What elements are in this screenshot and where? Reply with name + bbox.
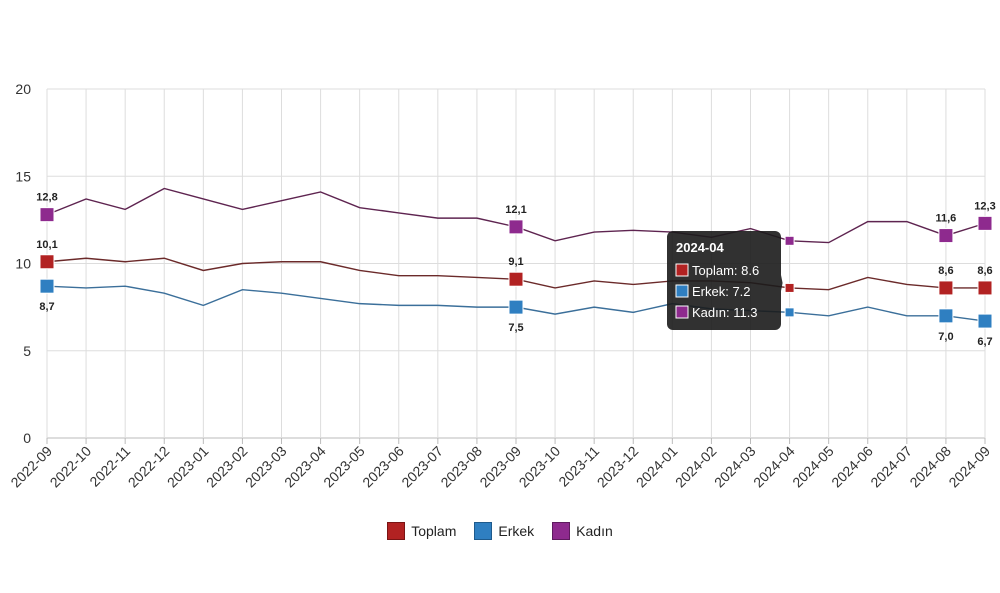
tooltip-caret [781,275,783,291]
data-point-erkek [39,278,55,294]
legend-item-kadin[interactable]: Kadın [552,522,613,540]
x-tick-label: 2023-11 [555,443,602,490]
tooltip-swatch [675,305,689,319]
data-label-erkek: 8,7 [39,301,54,313]
tooltip-box [667,231,781,330]
legend: Toplam Erkek Kadın [0,522,1000,540]
legend-label-erkek: Erkek [498,523,535,539]
x-tick-label: 2023-04 [281,443,329,491]
x-tick-label: 2024-08 [906,443,954,491]
tooltip-swatch [675,263,689,277]
tooltip-line: Kadın: 11.3 [692,305,758,320]
data-point-toplam [977,280,993,296]
grid [46,88,986,444]
tooltip-line: Toplam: 8.6 [692,263,759,278]
data-label-toplam: 10,1 [36,239,57,251]
y-tick-label: 15 [15,168,31,184]
x-tick-label: 2023-07 [398,443,446,491]
data-point-kad-n [39,207,55,223]
data-point-toplam [39,254,55,270]
data-label-kad-n: 12,3 [974,200,995,212]
x-tick-label: 2023-06 [359,443,407,491]
data-label-toplam: 9,1 [508,256,523,268]
legend-item-erkek[interactable]: Erkek [474,522,534,540]
data-point-erkek [938,308,954,324]
data-label-erkek: 6,7 [977,336,992,348]
data-point-toplam [784,282,795,293]
data-point-kad-n [977,215,993,231]
data-label-toplam: 8,6 [977,265,992,277]
y-tick-label: 0 [23,430,31,446]
data-point-erkek [977,313,993,329]
x-tick-label: 2022-12 [125,443,173,491]
legend-swatch-toplam [387,522,406,540]
y-axis: 0 5 10 15 20 [15,81,31,446]
series-markers [39,207,993,329]
x-tick-label: 2024-06 [828,443,876,491]
legend-item-toplam[interactable]: Toplam [387,522,456,540]
data-point-toplam [508,271,524,287]
legend-swatch-erkek [474,522,493,540]
data-label-kad-n: 12,1 [505,204,526,216]
y-tick-label: 10 [15,256,31,272]
x-tick-label: 2022-11 [86,443,133,490]
x-tick-label: 2023-05 [320,443,368,491]
x-tick-label: 2023-08 [437,443,485,491]
x-tick-label: 2024-09 [945,443,993,491]
x-tick-label: 2023-09 [476,443,524,491]
x-tick-label: 2023-01 [164,443,212,491]
data-label-kad-n: 12,8 [36,192,57,204]
x-tick-label: 2024-01 [633,443,681,491]
data-label-erkek: 7,5 [508,322,523,334]
tooltip-line: Erkek: 7.2 [692,284,751,299]
y-tick-label: 5 [23,343,31,359]
x-tick-label: 2023-12 [594,443,642,491]
x-tick-label: 2024-05 [789,443,837,491]
x-axis: 2022-092022-102022-112022-122023-012023-… [7,443,993,491]
y-tick-label: 20 [15,81,31,97]
legend-label-kadin: Kadın [576,523,613,539]
data-label-toplam: 8,6 [938,265,953,277]
x-tick-label: 2024-02 [672,443,720,491]
data-point-toplam [938,280,954,296]
data-point-erkek [508,299,524,315]
x-tick-label: 2022-09 [7,443,55,491]
data-label-erkek: 7,0 [938,331,953,343]
x-tick-label: 2023-03 [242,443,290,491]
legend-label-toplam: Toplam [411,523,457,539]
data-point-kad-n [784,235,795,246]
data-labels: 10,1 9,1 8,6 8,6 8,7 7,5 7,0 6,7 12,8 12,1 11,6 12,… [36,192,995,348]
data-point-erkek [784,307,795,318]
data-point-kad-n [508,219,524,235]
x-tick-label: 2022-10 [47,443,95,491]
data-point-kad-n [938,228,954,244]
x-tick-label: 2024-04 [750,443,798,491]
tooltip: 2024-04 Toplam: 8.6 Erkek: 7.2 Kadın: 11.3 [667,231,783,330]
data-label-kad-n: 11,6 [936,213,957,225]
x-tick-label: 2024-07 [867,443,915,491]
tooltip-swatch [675,284,689,298]
x-tick-label: 2023-02 [203,443,251,491]
tooltip-title: 2024-04 [676,240,724,255]
x-tick-label: 2023-10 [516,443,564,491]
x-tick-label: 2024-03 [711,443,759,491]
legend-swatch-kadin [552,522,571,540]
